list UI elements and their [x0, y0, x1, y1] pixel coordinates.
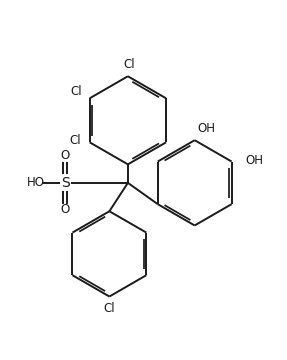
Text: O: O — [61, 203, 70, 216]
Text: S: S — [61, 176, 70, 190]
Text: OH: OH — [245, 154, 263, 167]
Text: Cl: Cl — [123, 58, 135, 71]
Text: O: O — [61, 149, 70, 162]
Text: HO: HO — [26, 176, 44, 189]
Text: Cl: Cl — [70, 134, 81, 147]
Text: Cl: Cl — [70, 85, 82, 98]
Text: Cl: Cl — [104, 302, 115, 315]
Text: OH: OH — [197, 122, 215, 135]
